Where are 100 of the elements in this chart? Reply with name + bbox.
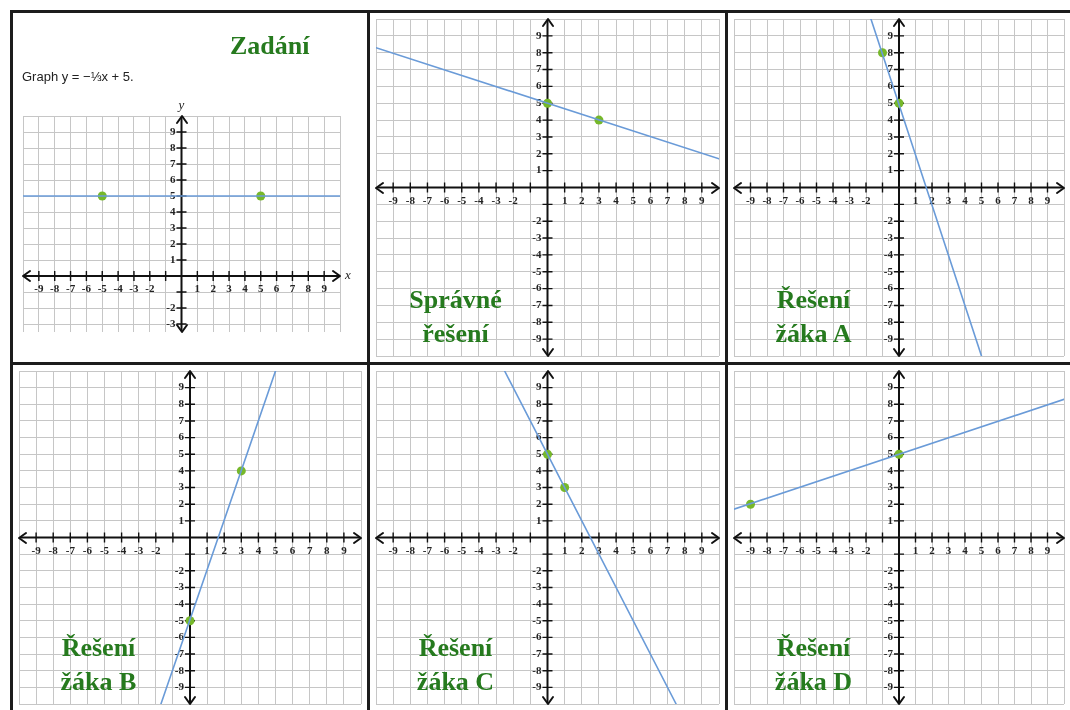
x-tick-label: -6 [795,193,806,206]
y-tick-label: 2 [887,497,894,510]
x-tick-label: -8 [405,543,416,556]
y-tick-label: 5 [536,447,542,460]
x-tick-label: -6 [440,193,450,206]
y-axis-title: y [176,96,185,112]
x-tick-label: 7 [1011,543,1018,556]
y-tick-label: -2 [883,214,894,227]
text: Řešení žáka A [774,284,853,350]
x-tick-label: -8 [50,282,60,295]
x-tick-label: 1 [912,543,919,556]
y-tick-label: 4 [536,463,542,476]
y-tick-label: -3 [174,580,185,593]
y-tick-label: -6 [883,630,894,643]
y-tick-label: 1 [178,513,184,526]
x-tick-label: 2 [579,543,586,556]
y-tick-label: 8 [887,45,894,58]
y-tick-label: 3 [887,129,894,142]
x-tick-label: -6 [440,543,450,556]
y-tick-label: 6 [887,79,894,92]
x-tick-label: -5 [99,543,110,556]
x-tick-label: 9 [321,282,328,295]
x-tick-label: 3 [945,543,952,556]
x-tick-label: -5 [97,282,108,295]
y-tick-label: 3 [536,129,542,142]
x-tick-label: -5 [811,543,822,556]
y-tick-label: -5 [174,613,185,626]
x-tick-label: -4 [113,282,124,295]
x-tick-label: -6 [82,543,93,556]
y-tick-label: 5 [887,96,894,109]
y-tick-label: 2 [887,146,894,159]
x-tick-label: 1 [561,193,568,206]
x-tick-label: 6 [273,282,280,295]
y-tick-label: 7 [536,62,542,75]
x-tick-label: -9 [388,543,399,556]
y-tick-label: -5 [883,613,894,626]
x-tick-label: -8 [762,543,773,556]
y-tick-label: 8 [536,397,542,410]
y-tick-label: 4 [887,463,894,476]
x-tick-label: -8 [762,193,773,206]
x-tick-label: -6 [81,282,92,295]
text: Řešení žáka D [773,632,854,698]
x-tick-label: 2 [929,543,936,556]
x-tick-label: -8 [405,193,416,206]
y-tick-label: 9 [887,380,894,393]
x-tick-label: -3 [491,193,502,206]
y-tick-label: 8 [536,45,542,58]
x-tick-label: 4 [962,543,969,556]
chart-title: Zadání [230,30,310,62]
x-tick-label: 1 [204,543,210,556]
x-tick-label: -2 [151,543,161,556]
y-tick-label: -4 [174,596,185,609]
y-tick-label: 3 [178,480,185,493]
x-tick-label: 4 [962,193,969,206]
y-tick-label: 7 [887,413,894,426]
x-tick-label: -9 [388,193,399,206]
y-tick-label: -5 [532,264,542,277]
y-tick-label: 1 [170,252,176,265]
x-tick-label: 2 [210,282,217,295]
y-tick-label: 7 [536,413,542,426]
x-tick-label: -2 [145,282,155,295]
x-tick-label: 2 [579,193,586,206]
y-tick-label: -8 [532,663,542,676]
x-tick-label: 8 [681,543,688,556]
y-tick-label: -8 [883,663,894,676]
x-tick-label: -4 [828,193,839,206]
y-tick-label: 9 [178,380,185,393]
x-tick-label: 7 [289,282,296,295]
y-tick-label: -6 [532,630,542,643]
y-tick-label: -9 [883,680,894,693]
x-tick-label: 9 [1044,543,1051,556]
y-tick-label: -2 [174,563,185,576]
chart-subtitle: Graph y = −⅓x + 5. [22,69,134,84]
x-tick-label: -3 [129,282,140,295]
x-tick-label: -7 [65,543,76,556]
x-tick-label: 6 [647,543,654,556]
x-tick-label: -4 [828,543,839,556]
x-tick-label: -2 [861,543,872,556]
x-tick-label: 1 [194,282,201,295]
y-tick-label: 8 [887,397,894,410]
y-tick-label: 7 [178,413,185,426]
y-tick-label: -2 [532,563,542,576]
x-tick-label: -3 [491,543,502,556]
y-tick-label: 2 [170,236,176,249]
y-tick-label: -3 [532,580,542,593]
x-tick-label: -4 [117,543,127,556]
x-tick-label: -4 [474,193,484,206]
y-tick-label: -3 [883,580,894,593]
y-tick-label: 2 [536,497,542,510]
x-tick-label: 8 [305,282,312,295]
x-tick-label: 8 [324,543,331,556]
y-tick-label: -9 [174,680,185,693]
y-tick-label: 1 [887,163,893,176]
y-tick-label: -2 [532,214,542,227]
x-tick-label: -5 [457,543,467,556]
x-tick-label: -9 [745,543,756,556]
x-tick-label: 4 [242,282,249,295]
y-tick-label: -7 [883,298,894,311]
y-tick-label: -3 [532,230,542,243]
x-tick-label: -3 [134,543,144,556]
